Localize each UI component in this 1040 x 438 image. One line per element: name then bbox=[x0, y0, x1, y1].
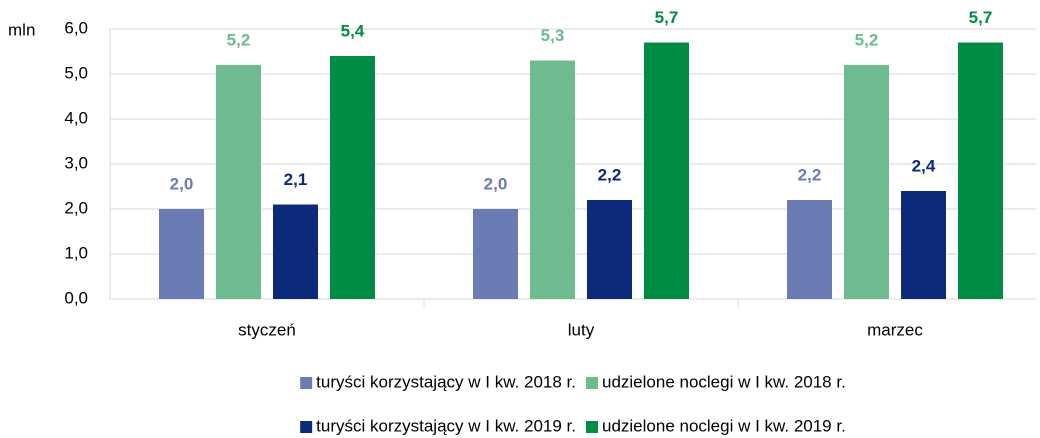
x-tick-label: luty bbox=[568, 320, 595, 339]
bar bbox=[530, 60, 575, 299]
y-axis-label: mln bbox=[8, 20, 35, 39]
x-tick-label: marzec bbox=[867, 320, 923, 339]
bar bbox=[330, 56, 375, 299]
legend-label: turyści korzystający w I kw. 2019 r. bbox=[316, 416, 576, 435]
value-label: 5,2 bbox=[227, 30, 251, 49]
value-label: 2,1 bbox=[284, 170, 308, 189]
y-tick-label: 1,0 bbox=[64, 243, 88, 262]
value-label: 2,2 bbox=[598, 165, 622, 184]
bar bbox=[159, 209, 204, 299]
y-tick-label: 2,0 bbox=[64, 198, 88, 217]
bar bbox=[273, 204, 318, 299]
legend-row: turyści korzystający w I kw. 2019 r. udzi… bbox=[300, 416, 846, 435]
legend-swatch bbox=[585, 421, 598, 433]
y-tick-label: 0,0 bbox=[64, 288, 88, 307]
value-label: 5,7 bbox=[969, 8, 993, 27]
legend-swatch bbox=[585, 377, 598, 389]
legend-swatch bbox=[300, 377, 313, 389]
bar bbox=[844, 65, 889, 299]
y-tick-label: 6,0 bbox=[64, 18, 88, 37]
bar bbox=[473, 209, 518, 299]
bar bbox=[787, 200, 832, 299]
y-tick-label: 3,0 bbox=[64, 153, 88, 172]
legend-swatch bbox=[300, 421, 313, 433]
y-tick-label: 5,0 bbox=[64, 63, 88, 82]
x-tick-label: styczeń bbox=[238, 320, 296, 339]
bar bbox=[958, 42, 1003, 299]
value-label: 2,2 bbox=[798, 165, 822, 184]
bar bbox=[216, 65, 261, 299]
legend-label: turyści korzystający w I kw. 2018 r. bbox=[316, 372, 576, 391]
value-label: 5,2 bbox=[855, 30, 879, 49]
value-label: 2,0 bbox=[484, 174, 508, 193]
bar bbox=[587, 200, 632, 299]
legend-label: udzielone noclegi w I kw. 2018 r. bbox=[602, 372, 846, 391]
bar bbox=[901, 191, 946, 299]
bar bbox=[644, 42, 689, 299]
value-label: 5,3 bbox=[541, 26, 565, 45]
legend-label: udzielone noclegi w I kw. 2019 r. bbox=[602, 416, 846, 435]
value-label: 2,0 bbox=[170, 174, 194, 193]
value-label: 5,4 bbox=[341, 21, 365, 40]
value-label: 2,4 bbox=[912, 156, 936, 175]
y-tick-label: 4,0 bbox=[64, 108, 88, 127]
legend-row: turyści korzystający w I kw. 2018 r. udzi… bbox=[300, 372, 846, 391]
value-label: 5,7 bbox=[655, 8, 679, 27]
